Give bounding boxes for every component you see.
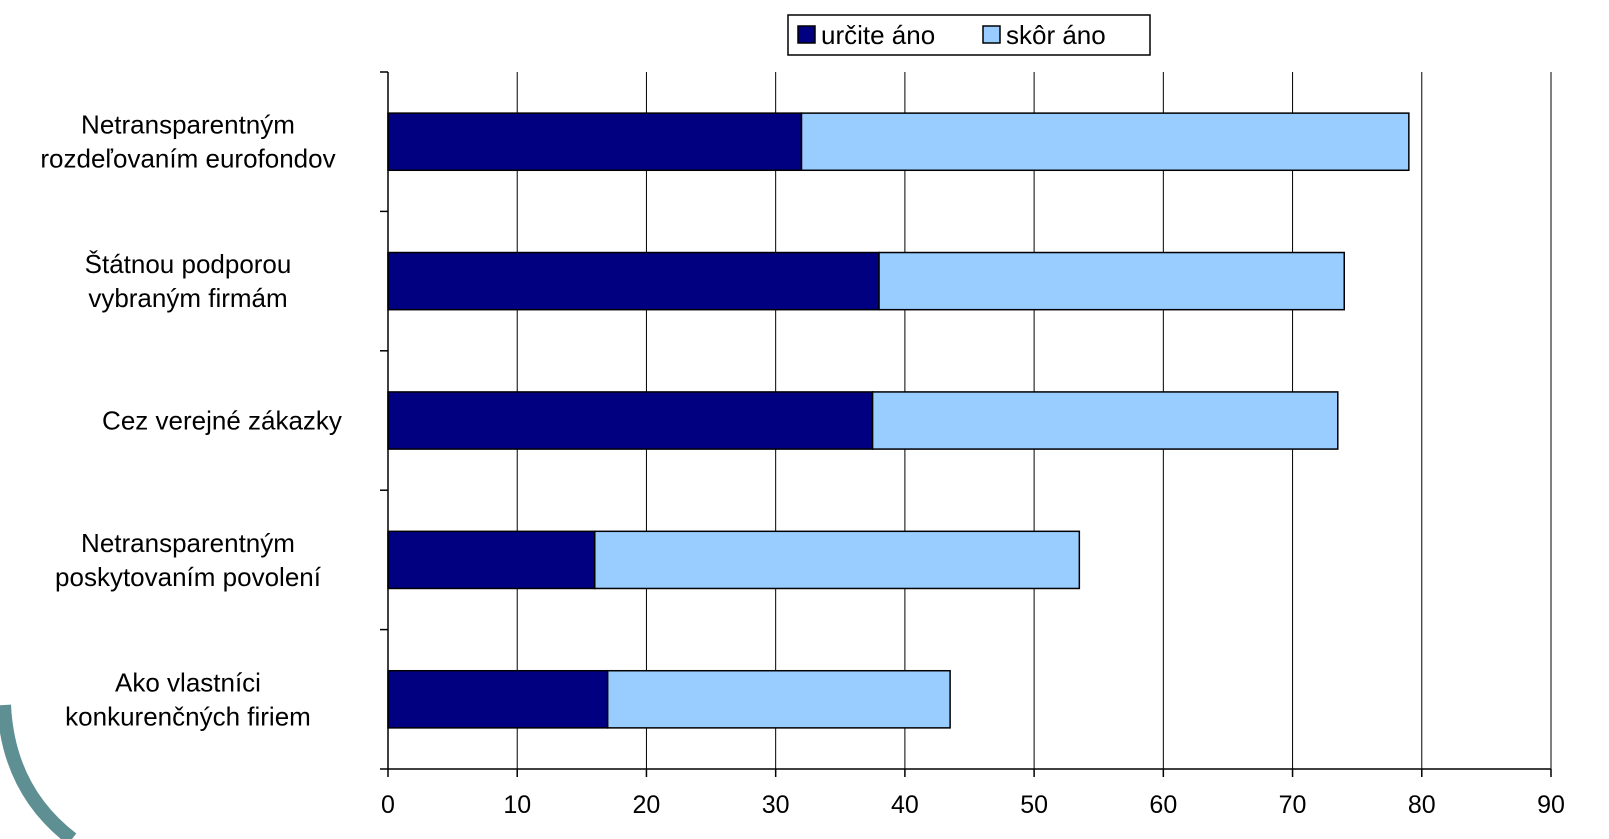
x-tick-label: 10 [503, 791, 531, 819]
bar-series2-1 [800, 112, 1410, 172]
bar-series1-1 [387, 112, 803, 172]
x-tick-label: 30 [762, 791, 790, 819]
legend-label-2[interactable]: skôr áno [1006, 20, 1106, 50]
decorative-arc-stroke [0, 704, 77, 839]
category-label-1: Netransparentným rozdeľovaním eurofondov [40, 110, 335, 174]
decorative-arc [0, 704, 77, 839]
x-tick-labels: 0 10 20 30 40 50 60 70 80 90 [381, 791, 1565, 819]
category-label-3: Cez verejné zákazky [102, 406, 342, 436]
legend[interactable]: určite áno skôr áno [787, 14, 1151, 56]
axes [380, 71, 1552, 777]
category-label-line: Netransparentným [81, 528, 295, 558]
x-tick-label: 20 [633, 791, 661, 819]
category-label-5: Ako vlastníci konkurenčných firiem [65, 667, 311, 731]
bar-series1-2 [387, 251, 880, 311]
bar-series2-5 [606, 669, 951, 729]
category-labels: Netransparentným rozdeľovaním eurofondov Š… [40, 110, 342, 732]
category-label-line: konkurenčných firiem [65, 701, 311, 731]
x-tick-label: 60 [1149, 791, 1177, 819]
category-label-line: Ako vlastníci [115, 667, 261, 697]
legend-label-1[interactable]: určite áno [821, 20, 935, 50]
category-label-line: Štátnou podporou [85, 249, 292, 279]
bars [387, 112, 1410, 729]
x-tick-label: 40 [891, 791, 919, 819]
category-label-line: poskytovaním povolení [55, 562, 322, 592]
x-tick-label: 50 [1020, 791, 1048, 819]
bar-series1-3 [387, 391, 874, 450]
bar-series2-2 [878, 251, 1345, 311]
bar-series1-4 [387, 530, 596, 590]
legend-swatch-1[interactable] [797, 25, 816, 44]
x-tick-label: 80 [1408, 791, 1436, 819]
category-label-4: Netransparentným poskytovaním povolení [55, 528, 322, 592]
category-label-line: Netransparentným [81, 110, 295, 140]
category-label-line: vybraným firmám [88, 283, 287, 313]
bar-series2-3 [871, 391, 1339, 450]
bar-series1-5 [387, 669, 609, 729]
category-label-line: rozdeľovaním eurofondov [40, 144, 335, 174]
bar-series2-4 [594, 530, 1081, 590]
legend-box [787, 14, 1151, 56]
category-label-2: Štátnou podporou vybraným firmám [85, 249, 292, 313]
category-label-line: Cez verejné zákazky [102, 406, 342, 436]
x-tick-label: 90 [1537, 791, 1565, 819]
x-tick-label: 70 [1279, 791, 1307, 819]
x-tick-label: 0 [381, 791, 395, 819]
legend-swatch-2[interactable] [982, 25, 1001, 44]
